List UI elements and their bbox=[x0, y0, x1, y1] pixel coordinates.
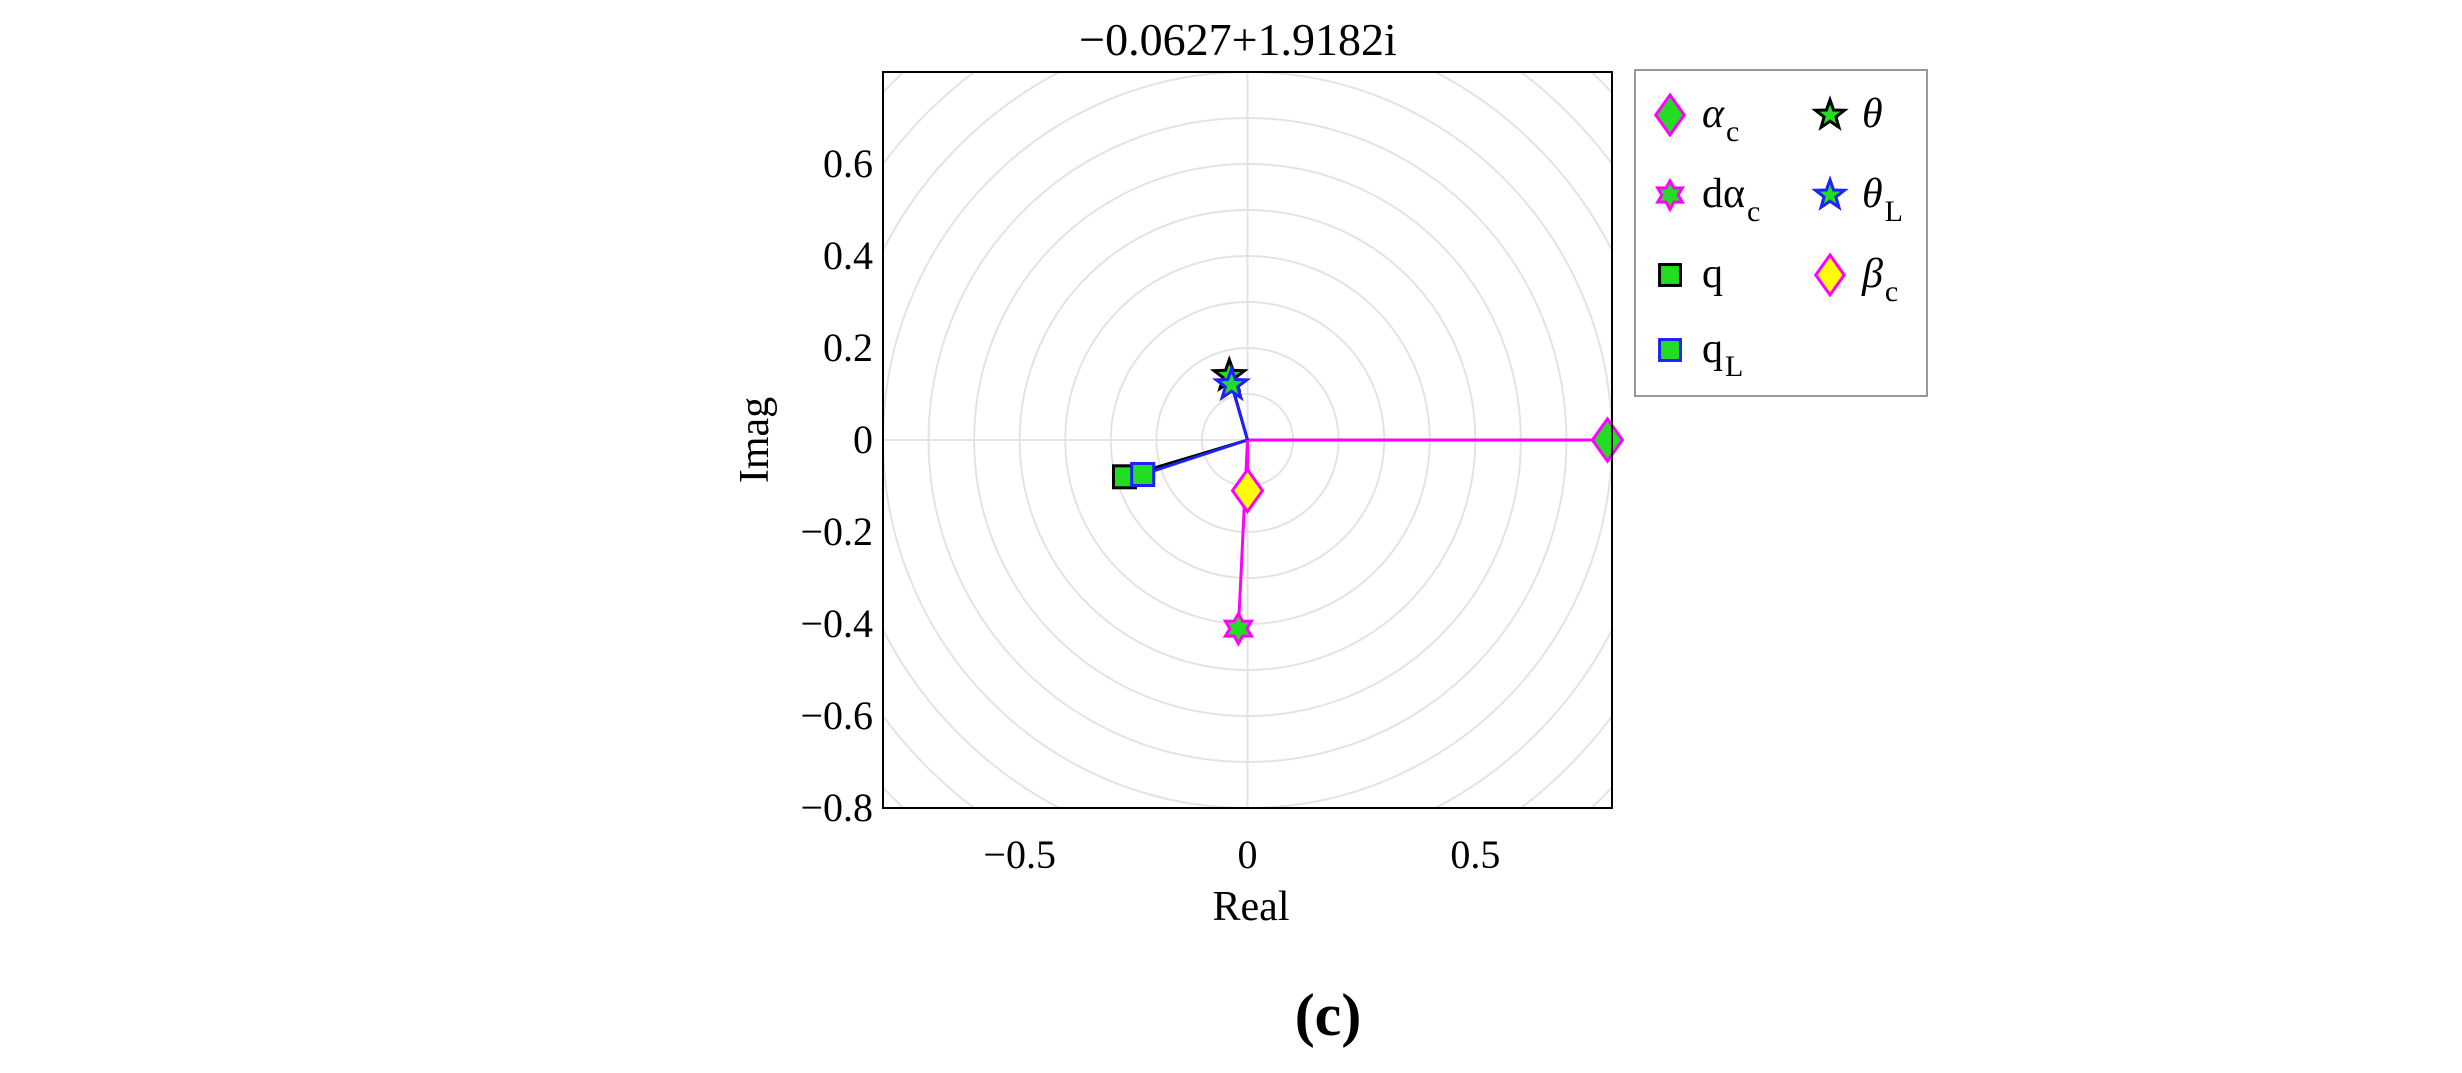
y-tick-label: 0.4 bbox=[823, 233, 873, 278]
x-axis-label: Real bbox=[1213, 884, 1290, 930]
legend-label-q: q bbox=[1702, 251, 1723, 297]
x-tick-label: −0.5 bbox=[983, 832, 1056, 877]
line-q-L bbox=[1142, 438, 1248, 476]
y-tick-label: 0 bbox=[853, 417, 873, 462]
x-tick-label: 0 bbox=[1238, 832, 1258, 877]
legend-label-theta-L: θL bbox=[1862, 171, 1903, 228]
point-alpha-c bbox=[1590, 416, 1625, 464]
legend-label-theta: θ bbox=[1862, 91, 1883, 137]
point-d-alpha-c bbox=[1222, 610, 1255, 647]
legend-marker-d-alpha-c bbox=[1655, 177, 1685, 213]
x-tick-labels: −0.5 0 0.5 bbox=[983, 832, 1500, 877]
x-tick-label: 0.5 bbox=[1450, 832, 1500, 877]
y-tick-label: −0.2 bbox=[800, 509, 873, 554]
plot-area-border bbox=[882, 71, 1613, 809]
chart-title: −0.0627+1.9182i bbox=[1079, 14, 1397, 65]
legend-label-q-L: qL bbox=[1702, 326, 1743, 383]
point-theta-L bbox=[1212, 364, 1252, 402]
point-q-L bbox=[1130, 462, 1156, 487]
point-beta-c bbox=[1230, 467, 1265, 515]
legend-label-beta-c: βc bbox=[1861, 251, 1898, 308]
data-markers bbox=[1111, 355, 1625, 647]
legend-box bbox=[1634, 69, 1928, 397]
y-tick-labels: 0.6 0.4 0.2 0 −0.2 −0.4 −0.6 −0.8 bbox=[800, 141, 873, 830]
legend-label-d-alpha-c: dαc bbox=[1702, 171, 1760, 228]
legend-entries: αc dαc q qL θ θL βc bbox=[1653, 91, 1903, 383]
legend-label-alpha-c: αc bbox=[1702, 91, 1739, 148]
compass-lines bbox=[1124, 375, 1608, 629]
y-tick-label: −0.4 bbox=[800, 601, 873, 646]
y-tick-label: −0.6 bbox=[800, 693, 873, 738]
legend-marker-beta-c bbox=[1813, 252, 1847, 298]
y-axis-label: Imag bbox=[732, 397, 778, 483]
figure-caption: (c) bbox=[1295, 982, 1362, 1048]
legend-marker-alpha-c bbox=[1653, 92, 1687, 138]
legend-marker-q-L bbox=[1658, 338, 1682, 362]
legend: αc dαc q qL θ θL βc bbox=[1634, 69, 1928, 397]
legend-marker-q bbox=[1658, 263, 1682, 287]
y-tick-label: 0.2 bbox=[823, 325, 873, 370]
legend-marker-theta-L bbox=[1811, 175, 1849, 211]
y-tick-label: 0.6 bbox=[823, 141, 873, 186]
legend-marker-theta bbox=[1811, 95, 1849, 131]
y-tick-label: −0.8 bbox=[800, 785, 873, 830]
